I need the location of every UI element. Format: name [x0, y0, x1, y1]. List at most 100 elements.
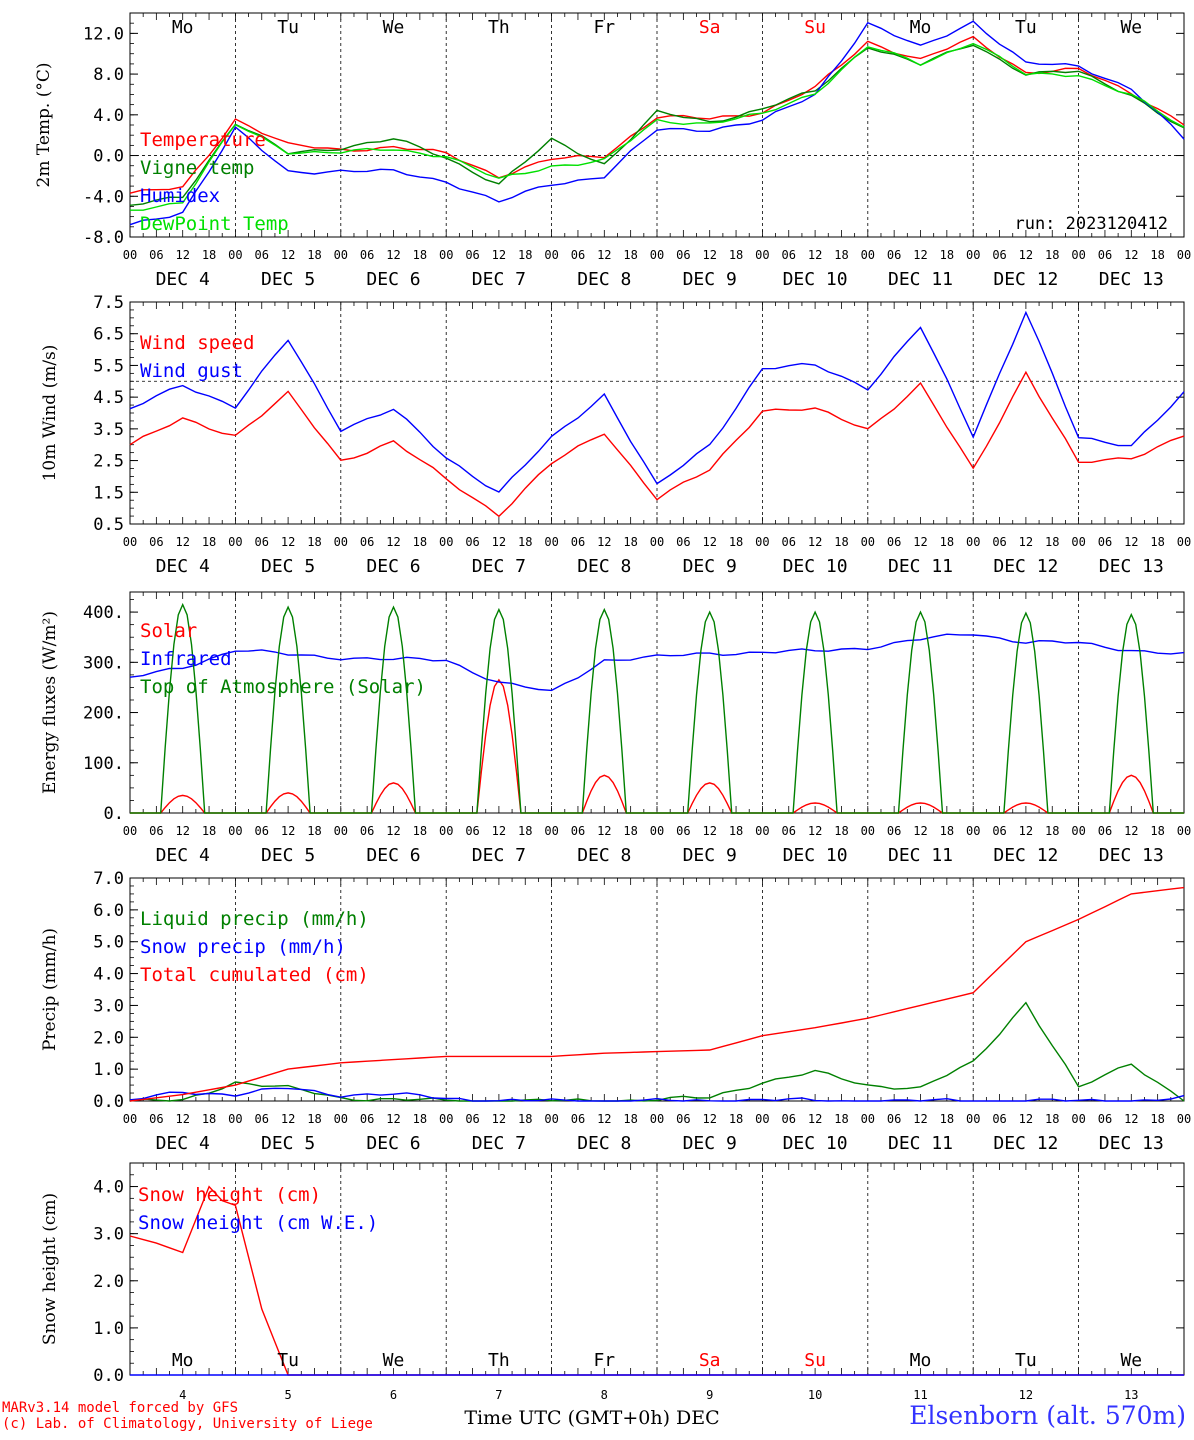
legend-entry: Solar [140, 620, 197, 642]
y-tick-label: 6.5 [93, 325, 124, 345]
date-label: DEC 7 [472, 845, 526, 866]
panel-1-frame [129, 12, 1185, 238]
hour-tick-label: 12 [175, 535, 189, 549]
hour-tick-label: 12 [808, 248, 822, 262]
y-tick-label: 400. [83, 603, 124, 623]
hour-tick-label: 12 [281, 1112, 295, 1126]
hour-tick-label: 18 [834, 824, 848, 838]
hour-tick-label: 12 [597, 1112, 611, 1126]
date-label: DEC 12 [993, 1133, 1058, 1154]
hour-tick-label: 06 [992, 1112, 1006, 1126]
day-name-bottom: We [1120, 1350, 1142, 1371]
hour-tick-label: 06 [782, 248, 796, 262]
legend-entry: Temperature [140, 129, 266, 151]
hour-tick-label: 18 [729, 824, 743, 838]
hour-tick-label: 00 [228, 535, 242, 549]
day-name-top: Su [804, 17, 826, 38]
hour-tick-label: 00 [439, 248, 453, 262]
day-name-top: Tu [277, 17, 299, 38]
hour-tick-label: 00 [861, 824, 875, 838]
y-tick-label: 5.0 [93, 933, 124, 953]
hour-tick-label: 12 [492, 535, 506, 549]
hour-tick-label: 00 [1071, 248, 1085, 262]
y-tick-label: 0. [104, 804, 124, 824]
hour-tick-label: 00 [650, 248, 664, 262]
legend-entry: Liquid precip (mm/h) [140, 908, 369, 930]
date-label: DEC 11 [888, 269, 953, 290]
series-line-wind-speed [129, 370, 1185, 518]
hour-tick-label: 06 [1098, 824, 1112, 838]
hour-tick-label: 18 [1045, 1112, 1059, 1126]
hour-tick-label: 18 [202, 535, 216, 549]
date-label: DEC 9 [683, 1133, 737, 1154]
hour-tick-label: 12 [808, 1112, 822, 1126]
date-label: DEC 8 [577, 1133, 631, 1154]
date-label: DEC 12 [993, 269, 1058, 290]
hour-tick-label: 18 [729, 248, 743, 262]
hour-tick-label: 00 [1071, 824, 1085, 838]
series-line-humidex [129, 20, 1185, 226]
hour-tick-label: 18 [307, 535, 321, 549]
date-label: DEC 5 [261, 556, 315, 577]
day-number: 12 [1019, 1388, 1033, 1402]
hour-tick-label: 00 [439, 1112, 453, 1126]
hour-tick-label: 18 [623, 248, 637, 262]
hour-tick-label: 00 [228, 1112, 242, 1126]
day-name-bottom: Su [804, 1350, 826, 1371]
hour-tick-label: 18 [940, 824, 954, 838]
hour-tick-label: 12 [913, 248, 927, 262]
y-tick-label: 8.0 [93, 65, 124, 85]
hour-tick-label: 00 [650, 535, 664, 549]
hour-tick-label: 06 [360, 535, 374, 549]
series-line-dewpoint-temp [130, 42, 1185, 211]
hour-tick-label: 18 [940, 1112, 954, 1126]
hour-tick-label: 06 [571, 1112, 585, 1126]
hour-tick-label: 18 [1045, 535, 1059, 549]
hour-tick-label: 18 [623, 824, 637, 838]
y-tick-label: 1.5 [93, 483, 124, 503]
hour-tick-label: 06 [782, 824, 796, 838]
day-name-bottom: Mo [910, 1350, 932, 1371]
date-label: DEC 5 [261, 845, 315, 866]
hour-tick-label: 18 [834, 248, 848, 262]
hour-tick-label: 06 [571, 248, 585, 262]
hour-tick-label: 06 [676, 248, 690, 262]
hour-tick-label: 18 [1045, 248, 1059, 262]
legend-entry: Snow precip (mm/h) [140, 936, 346, 958]
hour-tick-label: 00 [966, 248, 980, 262]
hour-tick-label: 00 [1177, 1112, 1191, 1126]
hour-tick-label: 06 [149, 535, 163, 549]
series-line-vigne-temp [129, 44, 1185, 206]
hour-tick-label: 00 [544, 1112, 558, 1126]
y-tick-label: 0.5 [93, 515, 124, 535]
hour-tick-label: 18 [729, 535, 743, 549]
y-tick-label: 3.0 [93, 1225, 124, 1245]
y-tick-label: 4.0 [93, 965, 124, 985]
hour-tick-label: 00 [123, 535, 137, 549]
y-axis-label: Snow height (cm) [40, 1193, 60, 1345]
hour-tick-label: 12 [492, 824, 506, 838]
hour-tick-label: 12 [175, 824, 189, 838]
hour-tick-label: 12 [281, 535, 295, 549]
hour-tick-label: 12 [702, 535, 716, 549]
hour-tick-label: 00 [439, 824, 453, 838]
y-tick-label: 2.0 [93, 1028, 124, 1048]
date-label: DEC 10 [783, 1133, 848, 1154]
date-label: DEC 6 [366, 1133, 420, 1154]
hour-tick-label: 18 [307, 248, 321, 262]
legend-entry: Humidex [140, 185, 220, 207]
hour-tick-label: 12 [702, 248, 716, 262]
date-label: DEC 7 [472, 556, 526, 577]
series-line-solar [130, 678, 1184, 814]
hour-tick-label: 18 [1150, 1112, 1164, 1126]
hour-tick-label: 06 [1098, 1112, 1112, 1126]
hour-tick-label: 06 [465, 1112, 479, 1126]
credit-line: (c) Lab. of Climatology, University of L… [2, 1416, 373, 1432]
day-number: 4 [179, 1388, 186, 1402]
hour-tick-label: 00 [1177, 535, 1191, 549]
hour-tick-label: 00 [228, 824, 242, 838]
y-tick-label: 3.0 [93, 996, 124, 1016]
hour-tick-label: 00 [966, 535, 980, 549]
hour-tick-label: 12 [913, 535, 927, 549]
hour-tick-label: 06 [887, 248, 901, 262]
